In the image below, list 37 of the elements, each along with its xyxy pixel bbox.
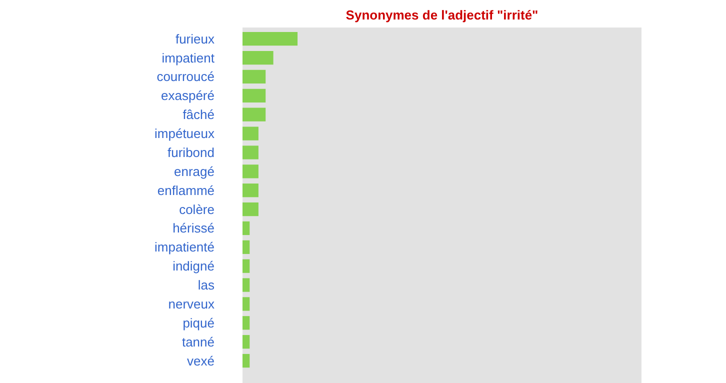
y-tick-label: furibond bbox=[168, 144, 215, 160]
bar bbox=[242, 50, 274, 65]
y-tick-label: courroucé bbox=[156, 69, 215, 84]
y-tick-label: colère bbox=[179, 202, 215, 217]
y-tick-label: furieux bbox=[175, 31, 215, 46]
bar bbox=[242, 354, 250, 368]
y-tick-label: piqué bbox=[182, 315, 215, 330]
text: Synonymes de l'adjectif "irrité" bbox=[346, 8, 538, 22]
bar bbox=[242, 278, 250, 292]
bar bbox=[242, 297, 250, 311]
bar bbox=[242, 108, 266, 122]
y-tick-label: hérissé bbox=[172, 220, 215, 236]
bar bbox=[242, 164, 258, 178]
y-tick-label: enflammé bbox=[157, 182, 214, 198]
y-tick-label: enragé bbox=[174, 164, 215, 179]
bar bbox=[242, 184, 258, 198]
bar bbox=[242, 126, 258, 140]
bar bbox=[242, 146, 258, 160]
bar bbox=[242, 316, 250, 330]
bar bbox=[242, 32, 298, 46]
y-tick-label: fâché bbox=[182, 107, 215, 122]
y-tick-label: impatient bbox=[162, 50, 215, 66]
y-tick-label: impétueux bbox=[154, 126, 215, 142]
y-tick-label: vexé bbox=[187, 353, 215, 368]
y-tick-label: las bbox=[198, 278, 215, 293]
bar bbox=[242, 221, 250, 236]
bar bbox=[242, 335, 250, 349]
bar bbox=[242, 88, 266, 102]
y-tick-label: tanné bbox=[182, 334, 215, 350]
bar bbox=[242, 202, 258, 216]
y-tick-label: indigné bbox=[172, 258, 215, 274]
y-tick-label: exaspéré bbox=[161, 88, 215, 104]
bar bbox=[242, 259, 250, 273]
bar bbox=[242, 240, 250, 254]
bar bbox=[242, 70, 266, 84]
y-tick-label: impatienté bbox=[154, 240, 215, 255]
y-tick-label: nerveux bbox=[168, 296, 215, 312]
